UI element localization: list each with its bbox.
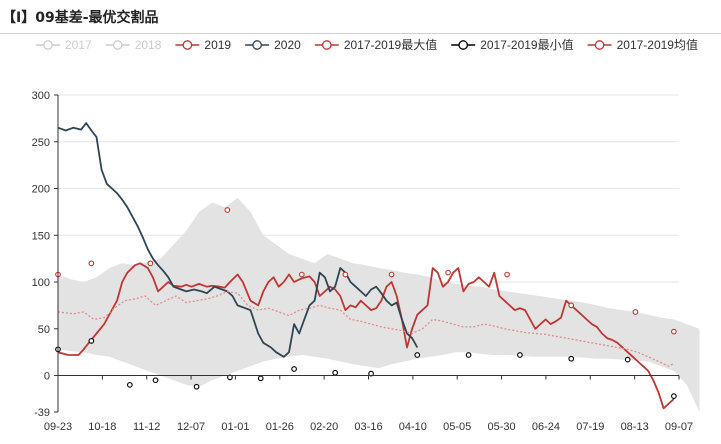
x-tick-label: 01-01 <box>221 421 249 433</box>
x-tick-label: 08-13 <box>621 421 649 433</box>
series-marker-5 <box>465 352 472 358</box>
y-tick-label: 100 <box>32 277 50 289</box>
series-marker-4 <box>298 271 305 278</box>
chart-title: 【I】09基差-最优交割品 <box>2 10 159 26</box>
legend: 2017 2018 2019 2020 2017-2019最大值 2017-2019最小值… <box>36 37 698 52</box>
series-marker-5 <box>291 366 297 372</box>
series-marker-5 <box>414 352 421 358</box>
series-marker-5 <box>127 382 133 388</box>
legend-swatch-icon <box>112 40 123 50</box>
x-tick-label: 03-16 <box>354 421 382 433</box>
x-tick-label: 10-18 <box>88 421 116 433</box>
legend-label: 2018 <box>135 38 162 52</box>
axes: 300 250 200 150 100 50 0 -39 09-23 10-18 11-12 12-0… <box>32 90 693 433</box>
series-marker-4 <box>568 302 575 309</box>
series-marker-5 <box>88 338 95 344</box>
series-marker-5 <box>193 383 200 390</box>
x-tick-label: 01-26 <box>266 421 294 433</box>
series-marker-4 <box>224 207 231 213</box>
legend-label: 2017-2019均值 <box>617 37 698 52</box>
x-tick-label: 05-05 <box>443 421 471 433</box>
legend-label: 2017-2019最大值 <box>344 37 437 52</box>
x-tick-label: 07-19 <box>576 421 604 433</box>
y-tick-label: 200 <box>32 184 50 196</box>
series-marker-5 <box>332 369 338 376</box>
x-tick-label: 02-20 <box>310 421 338 433</box>
series-marker-4 <box>388 271 395 278</box>
x-tick-label: 04-10 <box>399 421 427 433</box>
series-marker-4 <box>632 309 639 315</box>
legend-swatch-icon <box>594 40 605 50</box>
series-marker-5 <box>517 352 523 358</box>
y-tick-label: 50 <box>38 324 50 336</box>
legend-item-1[interactable]: 2018 <box>105 38 162 52</box>
series-marker-5 <box>152 377 159 384</box>
header: 【I】09基差-最优交割品 <box>0 0 721 34</box>
y-tick-label: 0 <box>44 371 50 383</box>
series-marker-4 <box>342 271 349 278</box>
series-line-6 <box>57 290 675 367</box>
series-line-3 <box>57 122 419 358</box>
legend-swatch-icon <box>252 40 262 50</box>
legend-item-6[interactable]: 2017-2019均值 <box>587 37 698 52</box>
series-markers <box>55 207 677 399</box>
legend-label: 2017 <box>65 38 92 52</box>
x-tick-label: 05-30 <box>488 421 516 433</box>
series-marker-4 <box>671 328 677 335</box>
x-tick-label: 12-07 <box>177 421 205 433</box>
series-marker-5 <box>624 356 631 363</box>
legend-label: 2019 <box>204 38 231 52</box>
series-marker-5 <box>568 355 575 362</box>
legend-label: 2020 <box>274 38 301 52</box>
y-tick-label: 150 <box>32 230 50 242</box>
legend-swatch-icon <box>43 40 53 50</box>
x-tick-label: 09-07 <box>665 421 693 433</box>
series-marker-5 <box>257 375 264 382</box>
y-tick-label: -39 <box>34 407 50 419</box>
title-divider <box>0 33 721 34</box>
series-marker-5 <box>671 393 677 399</box>
series-marker-4 <box>445 269 451 276</box>
legend-swatch-icon <box>321 40 332 50</box>
legend-swatch-icon <box>182 40 193 50</box>
legend-label: 2017-2019最小值 <box>480 37 573 52</box>
y-tick-label: 250 <box>32 137 50 149</box>
x-tick-label: 06-24 <box>532 421 560 433</box>
legend-item-5[interactable]: 2017-2019最小值 <box>451 37 574 52</box>
legend-item-4[interactable]: 2017-2019最大值 <box>314 37 437 52</box>
y-tick-label: 300 <box>32 90 50 102</box>
x-tick-label: 09-23 <box>44 421 72 433</box>
series-marker-4 <box>504 271 510 278</box>
series-lines <box>57 122 675 410</box>
legend-swatch-icon <box>458 40 469 50</box>
series-line-2 <box>57 262 675 410</box>
series-marker-4 <box>147 260 154 267</box>
series-marker-4 <box>88 260 95 267</box>
legend-item-0[interactable]: 2017 <box>36 38 92 52</box>
legend-item-2[interactable]: 2019 <box>175 38 231 52</box>
legend-item-3[interactable]: 2020 <box>245 38 301 52</box>
x-tick-label: 11-12 <box>133 421 160 433</box>
